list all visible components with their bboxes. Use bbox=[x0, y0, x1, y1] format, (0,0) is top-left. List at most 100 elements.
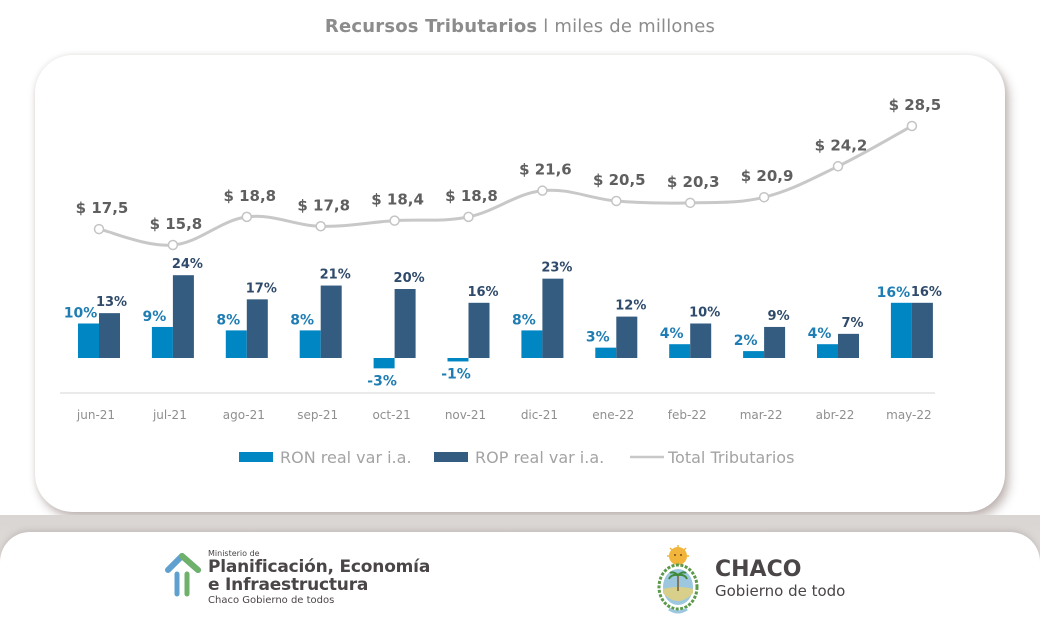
data-label-rop: 21% bbox=[320, 268, 351, 283]
x-tick-label: abr-22 bbox=[816, 408, 855, 422]
data-label-total: $ 18,8 bbox=[445, 187, 498, 205]
legend-label-total: Total Tributarios bbox=[667, 448, 794, 467]
ministry-prefix: Ministerio de bbox=[208, 549, 260, 558]
data-label-total: $ 17,5 bbox=[76, 199, 129, 217]
data-label-total: $ 20,3 bbox=[667, 173, 720, 191]
bar-rop bbox=[320, 285, 342, 358]
data-label-rop: 23% bbox=[541, 261, 572, 276]
data-label-rop: 20% bbox=[394, 271, 425, 286]
legend-swatch-ron bbox=[239, 452, 273, 462]
line-point bbox=[463, 211, 474, 223]
x-tick-label: oct-21 bbox=[372, 408, 410, 422]
footer bbox=[0, 532, 1040, 642]
x-tick-label: jul-21 bbox=[152, 408, 187, 422]
line-point bbox=[241, 211, 253, 223]
bar-ron bbox=[225, 330, 247, 358]
line-point bbox=[906, 120, 918, 132]
data-label-rop: 16% bbox=[467, 285, 498, 300]
bar-ron bbox=[521, 330, 543, 358]
bar-ron bbox=[373, 358, 395, 369]
bar-rop bbox=[394, 289, 416, 358]
data-label-ron: 3% bbox=[586, 330, 610, 346]
x-tick-label: ago-21 bbox=[223, 408, 265, 422]
x-tick-label: dic-21 bbox=[521, 408, 558, 422]
data-label-total: $ 28,5 bbox=[889, 96, 942, 114]
line-point bbox=[389, 215, 400, 226]
line-point bbox=[684, 197, 696, 209]
bar-rop bbox=[246, 299, 268, 358]
bar-rop bbox=[542, 278, 564, 358]
data-label-ron: 16% bbox=[877, 285, 911, 301]
chaco-coat-of-arms-icon bbox=[657, 545, 699, 614]
bar-ron bbox=[151, 326, 173, 358]
bar-ron bbox=[78, 323, 99, 358]
line-point bbox=[832, 161, 844, 172]
x-tick-label: jun-21 bbox=[76, 408, 115, 422]
chart-title-bold: Recursos Tributarios bbox=[324, 16, 538, 37]
legend-swatch-rop bbox=[434, 452, 468, 462]
line-point bbox=[758, 191, 770, 203]
data-label-ron: 8% bbox=[290, 312, 314, 328]
ministry-name-line1: Planificación, Economía bbox=[208, 557, 431, 577]
data-label-ron: 9% bbox=[143, 309, 167, 325]
data-label-ron: 2% bbox=[734, 333, 758, 349]
data-label-ron: 10% bbox=[64, 306, 98, 322]
data-label-ron: -1% bbox=[441, 366, 471, 382]
bar-rop bbox=[616, 316, 638, 358]
chart-svg: 10%13%jun-219%24%jul-218%17%ago-218%21%s… bbox=[60, 96, 942, 467]
data-label-total: $ 20,5 bbox=[593, 171, 646, 189]
chart-title-unit: miles de millones bbox=[554, 16, 716, 37]
bar-rop bbox=[172, 275, 194, 358]
data-label-ron: 8% bbox=[216, 312, 240, 328]
bar-rop bbox=[911, 302, 933, 358]
line-point bbox=[537, 185, 548, 196]
x-tick-label: mar-22 bbox=[740, 408, 783, 422]
line-point bbox=[315, 221, 326, 232]
bar-rop bbox=[764, 326, 786, 358]
bar-rop bbox=[468, 302, 490, 358]
data-label-ron: 4% bbox=[660, 326, 684, 342]
bar-ron bbox=[595, 347, 617, 358]
data-label-total: $ 15,8 bbox=[150, 215, 203, 233]
x-tick-label: may-22 bbox=[886, 408, 932, 422]
bar-ron bbox=[743, 351, 765, 358]
chart-title: Recursos Tributarios l miles de millones bbox=[0, 16, 1040, 37]
ministry-name-line2: e Infraestructura bbox=[208, 575, 369, 595]
data-label-ron: -3% bbox=[367, 373, 397, 389]
line-point bbox=[93, 223, 105, 235]
data-label-total: $ 24,2 bbox=[815, 136, 868, 154]
data-label-total: $ 18,4 bbox=[371, 191, 424, 209]
chaco-tagline: Gobierno de todo bbox=[715, 582, 846, 600]
ministry-logo-text: Ministerio de Planificación, Economía e … bbox=[208, 549, 430, 607]
chaco-logo-text: CHACO Gobierno de todo bbox=[715, 557, 846, 601]
data-label-rop: 7% bbox=[841, 316, 863, 331]
x-tick-label: ene-22 bbox=[592, 408, 634, 422]
bar-rop bbox=[838, 333, 859, 358]
data-label-total: $ 17,8 bbox=[297, 196, 350, 214]
x-tick-label: nov-21 bbox=[445, 408, 486, 422]
data-label-total: $ 20,9 bbox=[741, 167, 794, 185]
line-point bbox=[167, 239, 179, 251]
data-label-total: $ 18,8 bbox=[223, 187, 276, 205]
chart-title-separator: l bbox=[537, 16, 555, 37]
data-label-rop: 16% bbox=[911, 285, 942, 300]
bar-ron bbox=[817, 344, 838, 358]
line-point bbox=[611, 195, 622, 207]
bar-ron bbox=[890, 302, 912, 358]
x-tick-label: feb-22 bbox=[668, 408, 707, 422]
data-label-rop: 12% bbox=[615, 299, 646, 314]
legend-label-ron: RON real var i.a. bbox=[280, 448, 412, 467]
bar-rop bbox=[690, 323, 712, 358]
data-label-rop: 10% bbox=[689, 306, 720, 321]
x-tick-label: sep-21 bbox=[297, 408, 338, 422]
data-label-rop: 9% bbox=[768, 309, 790, 324]
data-label-rop: 17% bbox=[246, 281, 277, 296]
ministry-house-icon bbox=[165, 553, 201, 597]
bar-ron bbox=[447, 358, 469, 362]
bar-ron bbox=[299, 330, 321, 358]
data-label-ron: 8% bbox=[512, 312, 536, 328]
chaco-name: CHACO bbox=[715, 557, 802, 582]
legend-label-rop: ROP real var i.a. bbox=[475, 448, 604, 467]
data-label-ron: 4% bbox=[808, 326, 832, 342]
bar-ron bbox=[669, 344, 691, 358]
